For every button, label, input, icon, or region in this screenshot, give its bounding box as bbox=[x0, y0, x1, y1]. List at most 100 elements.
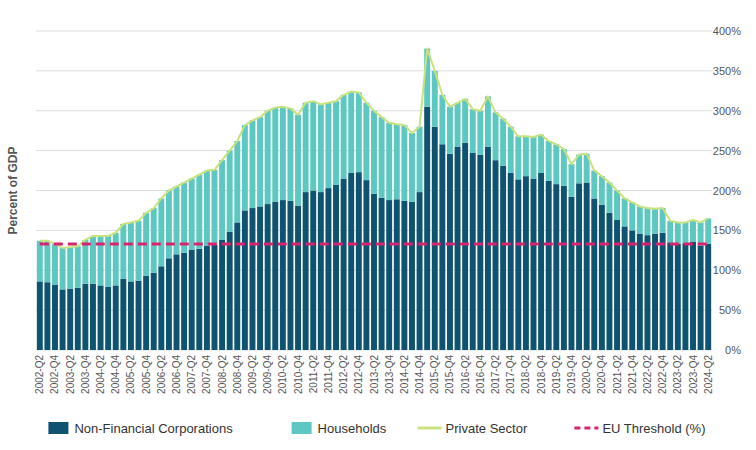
bar bbox=[151, 208, 157, 273]
x-tick-label: 2014-Q2 bbox=[399, 355, 410, 394]
bar bbox=[485, 147, 491, 350]
bar bbox=[470, 109, 476, 153]
legend-swatch bbox=[574, 427, 598, 430]
bar bbox=[386, 123, 392, 200]
x-tick-label: 2019-Q4 bbox=[566, 355, 577, 394]
bar bbox=[158, 266, 164, 350]
bar bbox=[637, 234, 643, 350]
bar bbox=[652, 234, 658, 350]
x-tick-label: 2022-Q4 bbox=[657, 355, 668, 394]
bar bbox=[75, 246, 81, 287]
x-tick-label: 2011-Q4 bbox=[323, 355, 334, 394]
bar bbox=[60, 248, 66, 289]
bar bbox=[318, 104, 324, 192]
bar bbox=[599, 176, 605, 205]
bar bbox=[310, 191, 316, 351]
x-tick-label: 2013-Q4 bbox=[384, 355, 395, 394]
bar bbox=[174, 254, 180, 350]
line bbox=[40, 242, 708, 245]
bar bbox=[417, 192, 423, 350]
bar bbox=[318, 192, 324, 350]
bar bbox=[394, 124, 400, 199]
x-tick-label: 2004-Q2 bbox=[95, 355, 106, 394]
bar bbox=[477, 111, 483, 155]
bar bbox=[356, 172, 362, 350]
bar bbox=[219, 160, 225, 240]
y-tick-label: 0% bbox=[725, 344, 741, 356]
bar bbox=[250, 120, 256, 208]
bar bbox=[234, 141, 240, 222]
x-tick-label: 2017-Q4 bbox=[505, 355, 516, 394]
bar bbox=[105, 287, 111, 350]
bar bbox=[303, 192, 309, 350]
bar bbox=[447, 154, 453, 350]
bar bbox=[44, 241, 50, 282]
bar bbox=[356, 92, 362, 172]
bar bbox=[515, 136, 521, 179]
bar bbox=[401, 125, 407, 201]
x-tick-label: 2002-Q4 bbox=[49, 355, 60, 394]
bar bbox=[265, 204, 271, 350]
bar bbox=[614, 191, 620, 221]
bar bbox=[470, 153, 476, 350]
bar bbox=[181, 183, 187, 253]
bar bbox=[455, 103, 461, 147]
y-axis-title: Percent of GDP bbox=[6, 146, 20, 234]
legend-label: EU Threshold (%) bbox=[602, 421, 705, 436]
bar bbox=[569, 164, 575, 197]
x-tick-label: 2008-Q4 bbox=[232, 355, 243, 394]
bar bbox=[219, 240, 225, 350]
legend-swatch bbox=[292, 422, 312, 434]
bar bbox=[128, 222, 134, 281]
bar bbox=[576, 155, 582, 184]
bar bbox=[341, 95, 347, 179]
line bbox=[40, 49, 708, 248]
x-tick-label: 2018-Q2 bbox=[520, 355, 531, 394]
bar bbox=[136, 281, 142, 350]
x-tick-label: 2016-Q4 bbox=[475, 355, 486, 394]
bar bbox=[82, 240, 88, 284]
x-tick-label: 2012-Q2 bbox=[338, 355, 349, 394]
bar bbox=[250, 208, 256, 350]
bar bbox=[629, 202, 635, 230]
bar bbox=[500, 166, 506, 350]
y-tick-label: 400% bbox=[713, 25, 741, 37]
bar bbox=[113, 233, 119, 286]
bar bbox=[698, 222, 704, 245]
bar bbox=[705, 218, 711, 244]
bar bbox=[493, 160, 499, 350]
bar bbox=[553, 144, 559, 184]
bar bbox=[569, 197, 575, 350]
bar bbox=[637, 206, 643, 233]
x-tick-label: 2011-Q2 bbox=[308, 355, 319, 394]
bar bbox=[493, 112, 499, 160]
y-tick-label: 100% bbox=[713, 264, 741, 276]
bar bbox=[409, 133, 415, 202]
bar bbox=[257, 117, 263, 206]
bar bbox=[523, 176, 529, 350]
bar bbox=[90, 284, 96, 350]
x-tick-label: 2012-Q4 bbox=[353, 355, 364, 394]
bar bbox=[242, 210, 248, 350]
bar bbox=[363, 180, 369, 350]
bar bbox=[75, 288, 81, 350]
bar bbox=[546, 141, 552, 181]
legend-swatch bbox=[48, 422, 68, 434]
x-tick-label: 2005-Q4 bbox=[141, 355, 152, 394]
bar bbox=[606, 213, 612, 350]
bar bbox=[629, 230, 635, 350]
x-tick-label: 2006-Q4 bbox=[171, 355, 182, 394]
x-tick-label: 2020-Q2 bbox=[581, 355, 592, 394]
bar bbox=[52, 244, 58, 285]
bar bbox=[196, 249, 202, 350]
bar bbox=[128, 281, 134, 350]
x-tick-label: 2023-Q2 bbox=[672, 355, 683, 394]
bar bbox=[67, 289, 73, 350]
y-tick-label: 250% bbox=[713, 145, 741, 157]
bar bbox=[136, 221, 142, 281]
bar bbox=[67, 247, 73, 288]
legend: Non-Financial CorporationsHouseholdsPriv… bbox=[48, 421, 705, 436]
bar bbox=[675, 244, 681, 350]
y-tick-label: 200% bbox=[713, 185, 741, 197]
x-tick-label: 2010-Q4 bbox=[293, 355, 304, 394]
